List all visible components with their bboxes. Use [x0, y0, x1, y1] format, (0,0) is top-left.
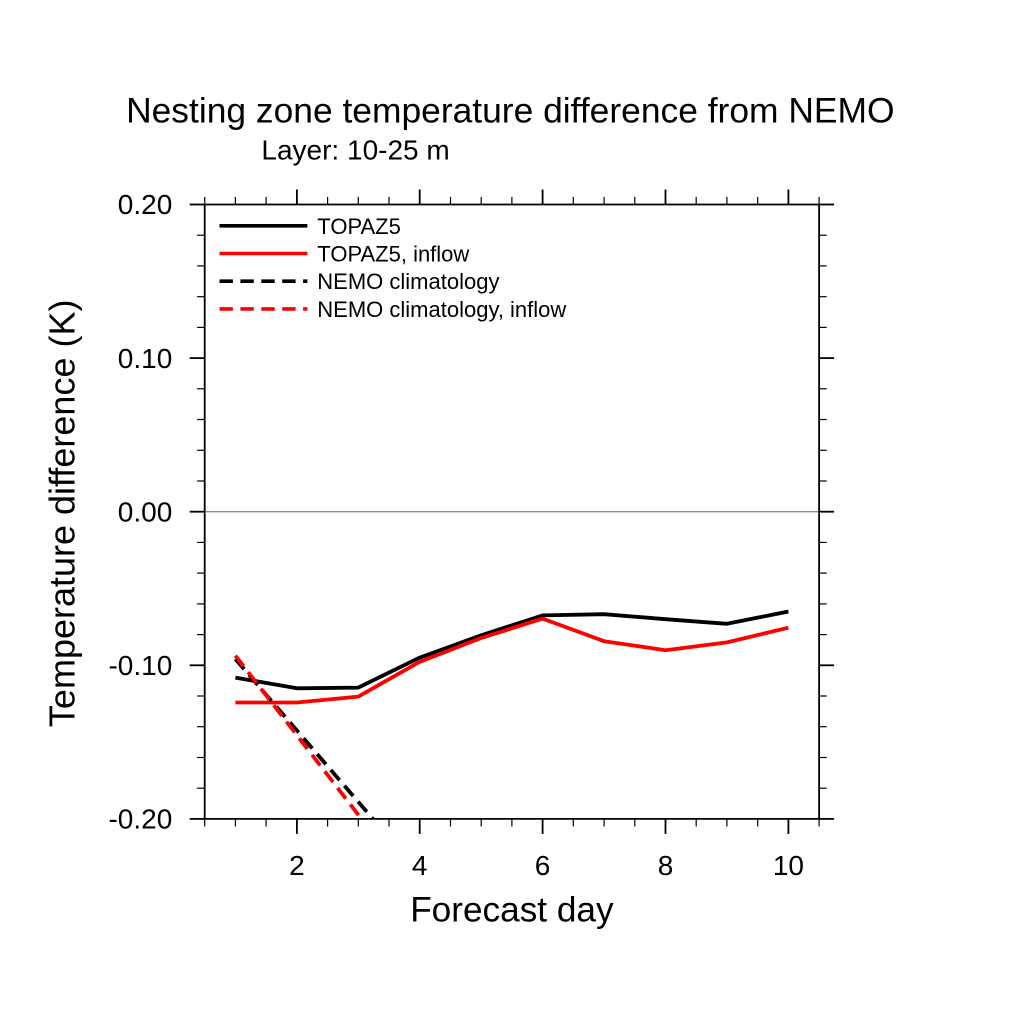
svg-text:NEMO climatology: NEMO climatology — [317, 269, 499, 294]
svg-text:TOPAZ5, inflow: TOPAZ5, inflow — [317, 242, 469, 267]
svg-text:8: 8 — [658, 850, 674, 881]
svg-text:Layer: 10-25 m: Layer: 10-25 m — [261, 134, 449, 165]
svg-text:-0.20: -0.20 — [108, 804, 172, 835]
svg-text:-0.10: -0.10 — [108, 650, 172, 681]
svg-text:0.10: 0.10 — [118, 343, 173, 374]
svg-text:Nesting zone temperature diffe: Nesting zone temperature difference from… — [126, 91, 894, 131]
svg-text:10: 10 — [773, 850, 804, 881]
svg-text:2: 2 — [289, 850, 305, 881]
svg-text:NEMO climatology, inflow: NEMO climatology, inflow — [317, 297, 566, 322]
svg-text:4: 4 — [412, 850, 428, 881]
svg-text:0.00: 0.00 — [118, 496, 173, 527]
svg-text:6: 6 — [535, 850, 551, 881]
svg-text:TOPAZ5: TOPAZ5 — [317, 214, 401, 239]
svg-text:Forecast day: Forecast day — [410, 891, 614, 930]
svg-text:0.20: 0.20 — [118, 189, 173, 220]
svg-text:Temperature difference (K): Temperature difference (K) — [42, 300, 83, 728]
